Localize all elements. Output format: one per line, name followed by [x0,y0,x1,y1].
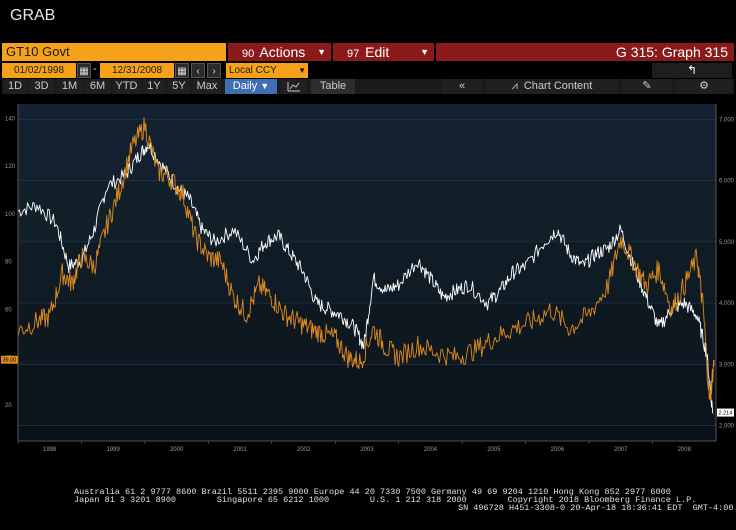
left-tick-label: 80 [5,260,12,266]
gear-icon[interactable]: ⚙ [676,79,732,94]
chart-band [18,119,716,181]
chart-band [18,241,716,304]
left-tick-label: 20 [5,403,12,409]
right-tick-label: 5.000 [719,240,735,246]
right-tick-label: 7.000 [719,117,735,123]
chart-band [18,303,716,365]
right-tick-label: 3.000 [719,362,735,368]
calendar-icon[interactable]: ▦ [77,63,91,78]
ticker-field[interactable]: GT10 Govt [2,43,226,61]
frequency-label: Daily [232,80,258,92]
left-last-value-box [1,355,18,364]
calendar-icon[interactable]: ▦ [175,63,189,78]
right-tick-label: 6.000 [719,179,735,185]
edit-menu-button[interactable]: 97 Edit ▼ [333,43,434,61]
chart-band [18,104,716,120]
period-button-1y[interactable]: 1Y [143,79,165,94]
left-tick-label: 120 [5,164,16,170]
left-tick-label: 140 [5,116,16,122]
x-tick-label: 1999 [107,447,121,453]
x-tick-label: 2005 [487,447,501,453]
x-tick-label: 2004 [424,447,438,453]
x-tick-label: 2008 [678,447,692,453]
footer-session-info: SN 496728 H451-3308-0 20-Apr-18 18:36:41… [458,503,734,513]
currency-value: Local CCY [229,65,277,76]
period-button-ytd[interactable]: YTD [113,79,140,94]
period-button-max[interactable]: Max [193,79,221,94]
app-title: GRAB [10,7,56,24]
end-date-field[interactable]: 12/31/2008 [100,63,174,78]
right-last-value-box [717,408,734,417]
date-separator: - [93,63,97,75]
table-button[interactable]: Table [311,79,355,94]
x-tick-label: 2003 [360,447,374,453]
chart-content-label: Chart Content [523,80,593,92]
caret-down-icon: ▼ [298,66,306,75]
period-button-5y[interactable]: 5Y [168,79,190,94]
line-chart: 204060801001201402.0003.0004.0005.0006.0… [1,104,735,453]
actions-menu-label: Actions [259,44,306,60]
footer-contacts-2: Japan 81 3 3201 8900 Singapore 65 6212 1… [74,495,697,505]
actions-menu-number: 90 [242,48,255,60]
chart-band [18,425,716,441]
edit-menu-number: 97 [347,48,360,60]
x-tick-label: 2001 [233,447,247,453]
title-bar: GRAB [0,0,736,40]
chevron-left-icon[interactable]: ‹ [191,63,205,78]
footer: Australia 61 2 9777 8600 Brazil 5511 239… [0,487,736,530]
chart-icon: ⩘ [511,80,518,92]
collapse-left-icon[interactable]: « [442,79,482,94]
start-date-field[interactable]: 01/02/1998 [2,63,76,78]
chart-band [18,180,716,242]
right-tick-label: 4.000 [719,301,735,307]
left-tick-label: 100 [5,212,16,218]
right-tick-label: 2.000 [719,424,735,430]
x-tick-label: 2000 [170,447,184,453]
x-tick-label: 2007 [614,447,628,453]
right-last-value: 2.214 [719,411,733,417]
footer-contacts-1: Australia 61 2 9777 8600 Brazil 5511 239… [74,487,671,497]
period-button-3d[interactable]: 3D [29,79,54,94]
series-line-white [17,142,714,414]
x-tick-label: 2006 [551,447,565,453]
actions-menu-button[interactable]: 90 Actions ▼ [228,43,331,61]
chevron-right-icon[interactable]: › [207,63,221,78]
caret-down-icon: ▼ [317,47,326,57]
x-tick-label: 1998 [43,447,57,453]
edit-menu-label: Edit [365,44,390,60]
series-line-orange [17,117,715,402]
currency-select[interactable]: Local CCY ▼ [226,63,308,78]
chart-content-button[interactable]: ⩘ Chart Content [486,79,618,94]
left-tick-label: 60 [5,308,12,314]
period-button-1m[interactable]: 1M [57,79,82,94]
undo-icon[interactable]: ↰ [652,63,732,78]
period-button-1d[interactable]: 1D [4,79,26,94]
caret-down-icon: ▼ [420,47,429,57]
left-last-value: 39.00 [3,358,17,364]
annotate-icon[interactable]: ✎ [622,79,672,94]
chart-band [18,364,716,426]
x-tick-label: 2002 [297,447,311,453]
line-chart-icon[interactable] [281,79,307,94]
frequency-select[interactable]: Daily ▼ [225,79,277,94]
graph-title: G 315: Graph 315 [436,43,734,61]
caret-down-icon: ▼ [260,81,270,91]
period-button-6m[interactable]: 6M [85,79,110,94]
